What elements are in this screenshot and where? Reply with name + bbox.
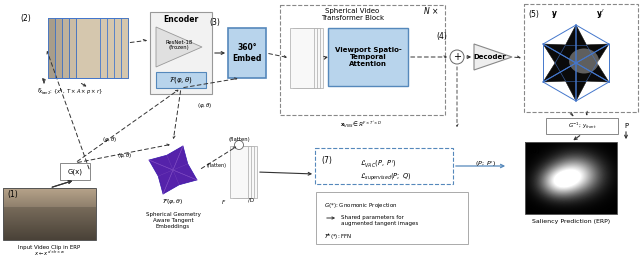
Text: $\mathbf{y}$: $\mathbf{y}$ [550,8,557,19]
Text: $x_{tan2}$: $\{x^k,\ T \times A \times p \times r\}$: $x_{tan2}$: $\{x^k,\ T \times A \times p… [38,87,103,97]
Text: F: F [38,87,41,93]
Polygon shape [156,27,202,67]
Text: (7): (7) [321,156,332,165]
Bar [150,12,212,94]
Bar [76,18,128,78]
Text: Decoder: Decoder [474,54,506,60]
Bar [316,192,468,244]
Text: $x \leftarrow x^{d \times h \times w}$: $x \leftarrow x^{d \times h \times w}$ [33,248,65,258]
Bar [236,146,254,198]
Text: (1): (1) [7,190,18,199]
Text: $\mathbf{x}_{VNS} \in \mathbb{R}^{F \times T' \times D}$: $\mathbf{x}_{VNS} \in \mathbb{R}^{F \tim… [340,120,383,130]
Bar [524,4,638,112]
Bar [156,72,206,88]
Text: Spherical Geometry
Aware Tangent
Embeddings: Spherical Geometry Aware Tangent Embeddi… [145,212,200,229]
Polygon shape [474,44,512,70]
Text: ResNet-18
(frozen): ResNet-18 (frozen) [165,40,193,50]
Bar [62,18,114,78]
Text: $\mathcal{F}(\varphi, \theta)$: $\mathcal{F}(\varphi, \theta)$ [163,198,184,207]
Bar [328,28,408,86]
Text: (2): (2) [20,14,31,23]
Text: $(\varphi, \theta)$: $(\varphi, \theta)$ [197,101,212,110]
Bar [525,142,617,214]
Text: F: F [222,199,225,204]
Bar [546,118,618,134]
Text: $G(*)$: Gnomonic Projection: $G(*)$: Gnomonic Projection [324,201,397,210]
Bar [290,28,314,88]
Circle shape [234,141,243,150]
Bar [69,18,121,78]
Text: Encoder: Encoder [163,15,198,24]
Bar [60,163,90,180]
Circle shape [450,50,464,64]
Text: $\mathcal{F}^k(*)$: FFN: $\mathcal{F}^k(*)$: FFN [324,232,353,242]
Text: $(P;\ P')$: $(P;\ P')$ [474,159,495,169]
Bar [48,18,100,78]
Text: $\mathcal{F}(\varphi, \theta)$: $\mathcal{F}(\varphi, \theta)$ [169,75,193,85]
Text: Saliency Prediction (ERP): Saliency Prediction (ERP) [532,219,610,224]
Text: Shared parameters for
augmented tangent images: Shared parameters for augmented tangent … [341,215,419,226]
Text: $(\varphi, \theta)$: $(\varphi, \theta)$ [117,150,132,159]
Text: P: P [624,123,628,129]
Text: (flatten): (flatten) [228,136,250,141]
Text: $(\varphi, \theta)$: $(\varphi, \theta)$ [102,136,118,144]
Text: G(x): G(x) [67,168,83,175]
Text: $N$ ×: $N$ × [423,5,438,16]
Text: (4): (4) [436,33,447,41]
Text: Viewport Spatio-
Temporal
Attention: Viewport Spatio- Temporal Attention [335,47,401,67]
Text: 360°
Embed: 360° Embed [232,43,262,63]
Bar [299,28,323,88]
Bar [55,18,107,78]
Polygon shape [149,146,197,194]
Bar [280,5,445,115]
Bar [233,146,251,198]
Text: $\mathbf{y}'$: $\mathbf{y}'$ [596,7,604,21]
Bar [3,188,96,240]
Bar [293,28,317,88]
Polygon shape [543,25,609,101]
Ellipse shape [569,48,599,73]
Bar [230,146,248,198]
Text: /D: /D [248,198,254,202]
Bar [315,148,453,184]
Bar [239,146,257,198]
Text: $\mathcal{L}_{VAC}(P,\ P')$: $\mathcal{L}_{VAC}(P,\ P')$ [360,159,397,170]
Text: $G^{-1}$; $y_{front}$: $G^{-1}$; $y_{front}$ [568,121,596,131]
Text: (3): (3) [209,19,220,27]
Text: (5): (5) [528,10,539,19]
Text: Input Video Clip in ERP: Input Video Clip in ERP [19,244,81,250]
Bar [228,28,266,78]
Text: (flatten): (flatten) [207,164,227,169]
Bar [296,28,320,88]
Text: $\mathcal{L}_{supervised}(P;\ Q)$: $\mathcal{L}_{supervised}(P;\ Q)$ [360,172,412,183]
Text: Spherical Video
Transformer Block: Spherical Video Transformer Block [321,7,384,21]
Text: (6): (6) [529,145,540,155]
Text: +: + [453,53,461,62]
